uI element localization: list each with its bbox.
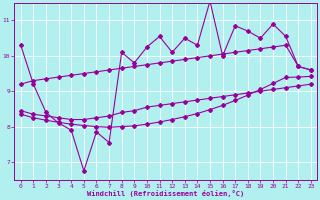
- X-axis label: Windchill (Refroidissement éolien,°C): Windchill (Refroidissement éolien,°C): [87, 190, 244, 197]
